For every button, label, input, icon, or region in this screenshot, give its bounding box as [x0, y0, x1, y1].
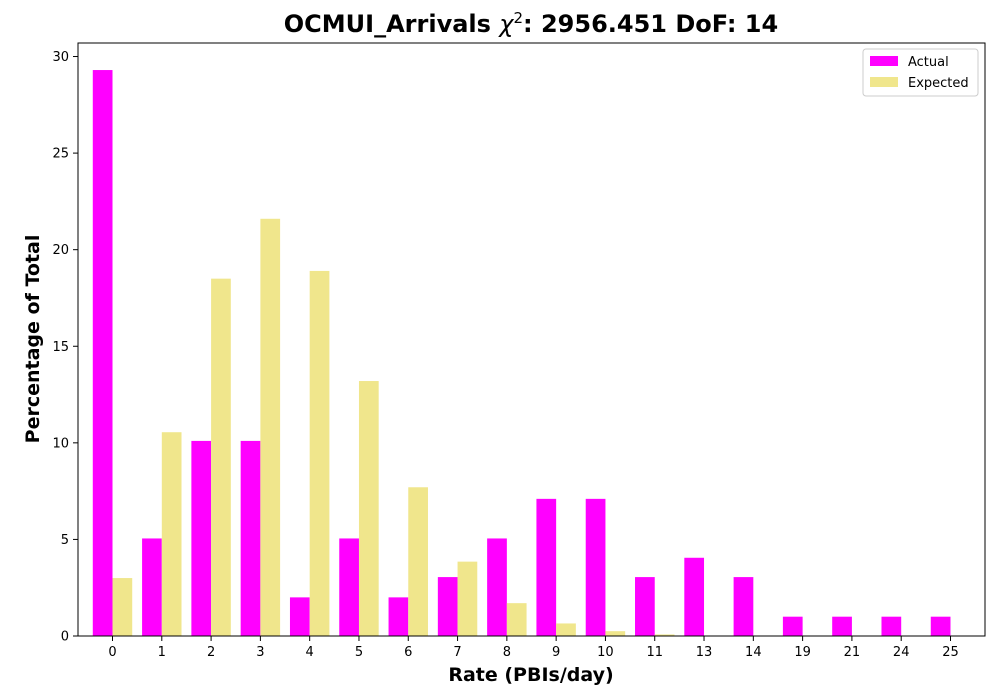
plot-area: 0 1 2 3 4 5 6 7 8 9 10 11 13 14 19 21 24 25 0 5 10 15 20 25 30	[52, 42, 986, 660]
bar-expected-0	[112, 578, 133, 636]
x-tick-label-11: 11	[646, 645, 663, 660]
bar-expected-4	[309, 270, 330, 636]
bar-expected-6	[408, 487, 428, 636]
bar-expected-7	[457, 561, 478, 636]
chart-title-rest: : 2956.451 DoF: 14	[523, 10, 778, 38]
y-tick-label-0: 0	[61, 630, 69, 645]
bar-actual-21	[832, 616, 852, 636]
y-tick-label-15: 15	[52, 340, 69, 355]
bar-actual-6	[388, 597, 409, 636]
bar-expected-2	[211, 278, 231, 636]
bar-actual-9	[536, 498, 557, 636]
x-tick-label-6: 6	[404, 645, 412, 660]
x-tick-label-2: 2	[207, 645, 215, 660]
bar-actual-2	[191, 440, 212, 636]
bar-actual-13	[684, 557, 705, 636]
x-tick-label-19: 19	[794, 645, 811, 660]
x-tick-label-4: 4	[306, 645, 314, 660]
chart-title-main: OCMUI_Arrivals	[284, 10, 500, 38]
bar-actual-8	[487, 538, 507, 636]
legend: Actual Expected	[862, 48, 979, 97]
bar-actual-3	[240, 440, 261, 636]
bar-actual-25	[930, 616, 951, 636]
chart-title: OCMUI_Arrivals χ2: 2956.451 DoF: 14	[284, 9, 778, 38]
legend-label-expected: Expected	[908, 76, 969, 91]
bar-actual-5	[339, 538, 359, 636]
bar-expected-9	[556, 623, 576, 636]
y-tick-label-25: 25	[52, 147, 69, 162]
x-tick-label-10: 10	[597, 645, 614, 660]
legend-label-actual: Actual	[908, 55, 949, 70]
x-tick-label-13: 13	[696, 645, 713, 660]
x-tick-label-25: 25	[942, 645, 959, 660]
bar-actual-4	[289, 597, 310, 636]
axes-frame	[77, 42, 986, 637]
y-tick-label-30: 30	[52, 50, 69, 65]
bar-expected-3	[260, 218, 281, 636]
x-tick-label-8: 8	[503, 645, 511, 660]
bar-actual-1	[142, 538, 162, 636]
bar-actual-0	[92, 70, 113, 636]
bar-expected-5	[358, 381, 379, 636]
x-tick-label-14: 14	[745, 645, 762, 660]
bar-actual-14	[733, 577, 754, 636]
x-tick-label-3: 3	[256, 645, 264, 660]
bar-actual-19	[782, 616, 803, 636]
legend-swatch-actual	[870, 56, 898, 66]
x-tick-label-1: 1	[158, 645, 166, 660]
y-tick-label-10: 10	[52, 436, 69, 451]
x-tick-label-5: 5	[355, 645, 363, 660]
legend-swatch-expected	[870, 77, 898, 87]
y-axis-label: Percentage of Total	[22, 235, 44, 444]
bar-actual-11	[635, 577, 655, 636]
bar-actual-10	[585, 498, 606, 636]
x-axis-label: Rate (PBIs/day)	[448, 664, 613, 686]
chart-title-sup: 2	[513, 9, 523, 27]
bar-expected-11	[654, 634, 675, 636]
bar-actual-24	[881, 616, 902, 636]
y-tick-label-20: 20	[52, 243, 69, 258]
bar-expected-10	[605, 631, 626, 636]
x-tick-label-24: 24	[893, 645, 910, 660]
bar-actual-7	[437, 577, 458, 636]
x-tick-label-0: 0	[108, 645, 116, 660]
x-tick-label-7: 7	[453, 645, 461, 660]
bar-expected-8	[506, 603, 527, 636]
chart-title-chi: χ	[497, 10, 514, 38]
x-tick-label-21: 21	[844, 645, 861, 660]
x-tick-label-9: 9	[552, 645, 560, 660]
bar-expected-1	[161, 432, 182, 636]
y-tick-label-5: 5	[61, 533, 69, 548]
